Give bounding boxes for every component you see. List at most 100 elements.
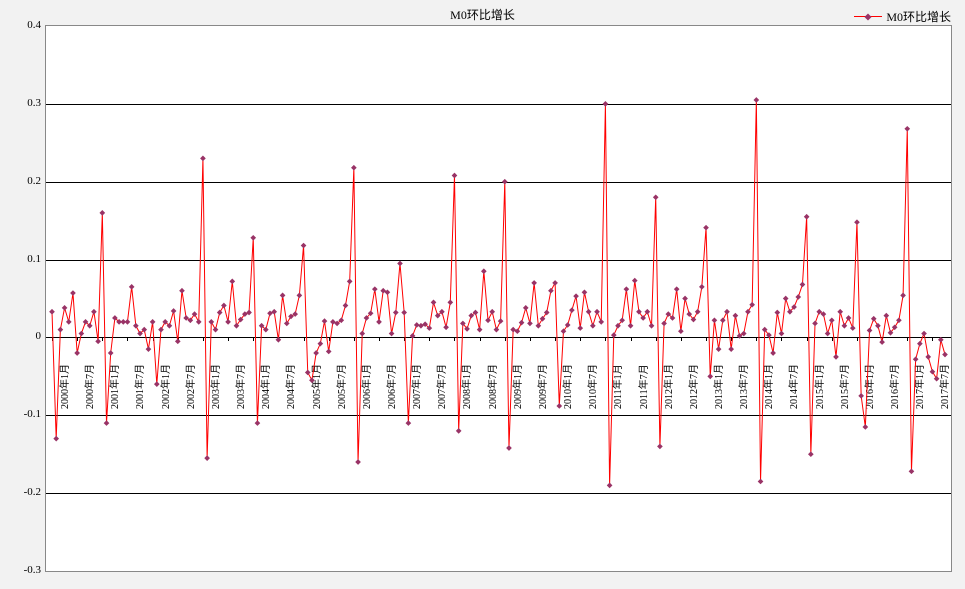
data-marker <box>351 165 357 171</box>
data-marker <box>66 319 72 325</box>
data-marker <box>540 316 546 322</box>
data-marker <box>74 350 80 356</box>
data-marker <box>393 310 399 316</box>
data-marker <box>565 322 571 328</box>
data-marker <box>883 313 889 319</box>
data-marker <box>837 309 843 315</box>
data-marker <box>590 323 596 329</box>
data-marker <box>900 293 906 299</box>
data-marker <box>217 310 223 316</box>
data-marker <box>598 319 604 325</box>
data-marker <box>523 305 529 311</box>
data-marker <box>443 324 449 330</box>
data-marker <box>401 310 407 316</box>
series-line <box>52 100 945 485</box>
data-marker <box>213 327 219 333</box>
data-marker <box>284 321 290 327</box>
data-marker <box>657 444 663 450</box>
data-marker <box>99 210 105 216</box>
data-marker <box>481 268 487 274</box>
data-marker <box>942 352 948 358</box>
data-marker <box>808 451 814 457</box>
data-marker <box>699 284 705 290</box>
data-marker <box>146 346 152 352</box>
data-marker <box>301 243 307 249</box>
legend: M0环比增长 <box>854 8 951 25</box>
data-marker <box>569 307 575 313</box>
data-marker <box>208 319 214 325</box>
data-marker <box>917 341 923 347</box>
ytick-label: -0.3 <box>5 564 41 576</box>
data-marker <box>192 311 198 317</box>
data-marker <box>573 293 579 299</box>
data-marker <box>502 179 508 185</box>
data-marker <box>800 282 806 288</box>
data-marker <box>485 317 491 323</box>
data-marker <box>343 303 349 309</box>
data-marker <box>611 332 617 338</box>
ytick-label: 0.1 <box>5 253 41 265</box>
data-marker <box>58 327 64 333</box>
data-marker <box>695 309 701 315</box>
chart-container: M0环比增长 M0环比增长 2000年1月2000年7月2001年1月2001年… <box>0 0 965 589</box>
data-marker <box>414 322 420 328</box>
data-marker <box>158 327 164 333</box>
data-marker <box>758 479 764 485</box>
data-marker <box>229 279 235 285</box>
data-marker <box>108 350 114 356</box>
data-marker <box>582 289 588 295</box>
data-marker <box>712 317 718 323</box>
data-marker <box>774 310 780 316</box>
data-marker <box>640 315 646 321</box>
data-marker <box>649 323 655 329</box>
data-marker <box>833 354 839 360</box>
data-marker <box>904 126 910 132</box>
data-marker <box>309 377 315 383</box>
data-marker <box>313 350 319 356</box>
data-marker <box>498 318 504 324</box>
data-marker <box>703 225 709 231</box>
data-marker <box>129 284 135 290</box>
data-marker <box>854 219 860 225</box>
legend-label: M0环比增长 <box>886 8 951 25</box>
data-marker <box>561 328 567 334</box>
data-marker <box>175 338 181 344</box>
data-marker <box>452 173 458 179</box>
data-marker <box>632 278 638 284</box>
data-marker <box>276 337 282 343</box>
data-marker <box>707 374 713 380</box>
data-marker <box>53 436 59 442</box>
data-marker <box>150 319 156 325</box>
data-marker <box>280 293 286 299</box>
data-marker <box>410 333 416 339</box>
data-marker <box>720 317 726 323</box>
data-marker <box>594 309 600 315</box>
data-marker <box>863 424 869 430</box>
data-marker <box>577 325 583 331</box>
data-marker <box>359 331 365 337</box>
data-marker <box>406 420 412 426</box>
data-marker <box>431 300 437 306</box>
data-marker <box>255 420 261 426</box>
data-marker <box>556 403 562 409</box>
data-marker <box>682 296 688 302</box>
data-marker <box>477 327 483 333</box>
data-marker <box>636 309 642 315</box>
data-marker <box>925 354 931 360</box>
data-marker <box>326 349 332 355</box>
data-marker <box>628 323 634 329</box>
data-marker <box>79 331 85 337</box>
data-marker <box>531 280 537 286</box>
data-marker <box>322 318 328 324</box>
data-marker <box>921 331 927 337</box>
data-marker <box>456 428 462 434</box>
data-marker <box>200 156 206 162</box>
data-marker <box>133 323 139 329</box>
data-marker <box>653 194 659 200</box>
data-marker <box>909 469 915 475</box>
data-marker <box>674 286 680 292</box>
data-marker <box>544 310 550 316</box>
data-marker <box>607 483 613 489</box>
data-marker <box>938 337 944 343</box>
data-marker <box>879 339 885 345</box>
